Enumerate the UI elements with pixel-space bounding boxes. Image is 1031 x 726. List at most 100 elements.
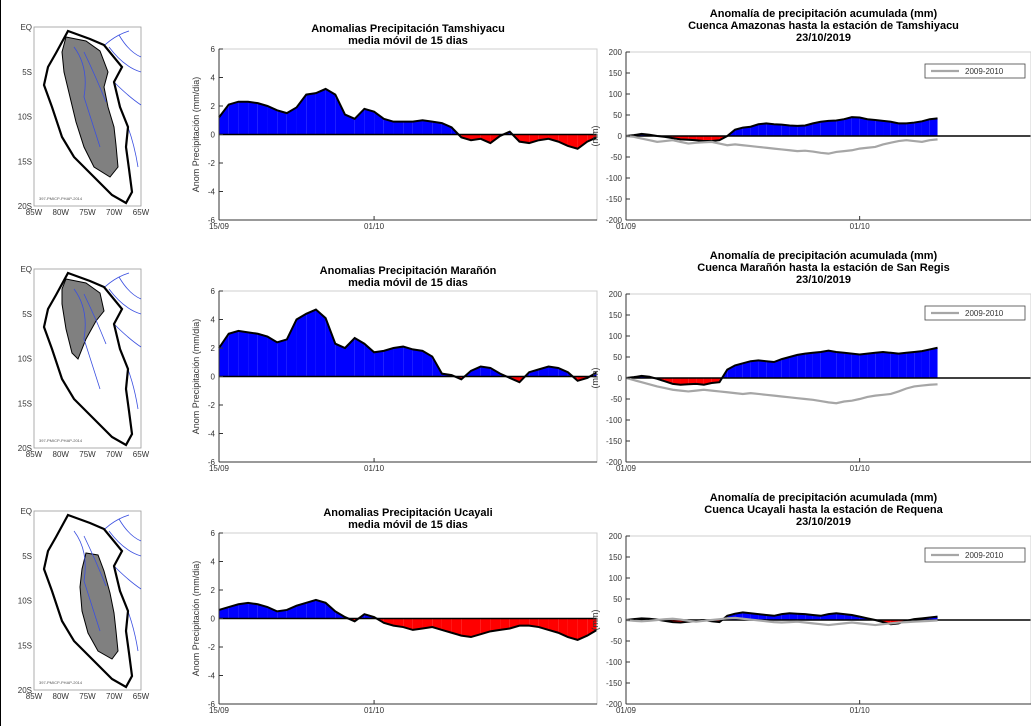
area-segment [335,343,345,377]
area-segment [451,618,462,636]
lon-label: 85W [26,208,43,217]
y-axis-label: Anom Precipitación (mm/dia) [191,561,201,677]
lon-label: 80W [53,692,70,701]
area-segment [680,378,689,385]
area-segment [758,360,767,378]
area-segment [867,119,876,136]
area-segment [921,119,930,136]
y-tick-label: 150 [609,311,623,320]
area-segment [812,121,821,136]
area-segment [851,117,860,136]
area-segment [812,351,821,378]
area-segment [335,94,345,135]
cumulative-chart: Anomalía de precipitación acumulada (mm)… [590,250,1031,473]
area-segment [883,351,891,378]
legend: 2009-2010 [924,63,1026,79]
area-segment [577,134,588,149]
area-segment [248,602,258,619]
legend: 2009-2010 [924,547,1026,563]
river-line [113,81,142,106]
lon-label: 70W [106,208,123,217]
x-tick-label: 15/09 [209,464,230,473]
y-tick-label: -2 [208,401,216,410]
y-tick-label: 6 [211,45,216,54]
lat-label: 20S [18,444,32,453]
area-segment [422,350,433,377]
lat-label: 5S [22,310,32,319]
x-tick-label: 01/10 [850,222,871,231]
x-tick-label: 01/10 [364,222,385,231]
y-tick-label: -150 [606,195,623,204]
y-tick-label: -200 [606,458,623,467]
area-segment [805,123,813,136]
area-segment [890,121,899,136]
river-line [83,535,107,587]
lat-label: 15S [18,157,32,166]
area-segment [851,353,860,378]
area-segment [238,101,249,135]
area-segment [558,618,568,638]
chart-subtitle: media móvil de 15 dias [348,277,468,289]
area-segment [286,107,297,135]
y-tick-label: -6 [208,216,216,225]
area-segment [228,101,239,135]
map-credit: 397-PMICP-PHAP-2014 [39,438,83,443]
basin-shape [61,36,119,178]
area-segment [257,333,268,377]
area-segment [859,353,868,378]
area-segment [558,134,568,146]
river-line [73,288,101,390]
area-segment [238,602,249,619]
area-segment [277,609,287,619]
y-tick-label: 50 [613,111,622,120]
y-tick-label: -100 [606,416,623,425]
area-segment [567,618,578,640]
lon-label: 70W [106,692,123,701]
y-tick-label: -200 [606,700,623,709]
series-line [625,611,938,626]
y-tick-label: 100 [609,332,623,341]
area-segment [789,613,798,620]
area-segment [345,114,355,135]
y-tick-label: -6 [208,700,216,709]
lat-label: EQ [20,507,32,516]
y-tick-label: -2 [208,159,216,168]
y-tick-label: 100 [609,90,623,99]
area-segment [781,613,790,620]
river-line [108,46,142,73]
area-segment [898,352,907,378]
lon-label: 75W [79,450,96,459]
y-tick-label: -150 [606,437,623,446]
lon-label: 70W [106,450,123,459]
area-segment [412,618,423,630]
area-segment [315,309,326,377]
area-segment [306,599,316,619]
y-tick-label: 150 [609,69,623,78]
river-line [73,530,101,632]
area-segment [548,134,559,142]
x-tick-label: 01/10 [850,706,871,715]
area-segment [750,360,759,378]
lon-label: 65W [133,692,150,701]
area-segment [461,618,471,638]
river-line [83,51,107,103]
y-axis-label: (mm) [590,368,600,389]
area-segment [296,313,307,377]
y-tick-label: 100 [609,574,623,583]
area-segment [750,613,759,620]
area-segment [883,120,891,136]
area-segment [828,120,837,136]
chart-title-line: Cuenca Marañón hasta la estación de San … [697,262,949,274]
x-tick-label: 01/10 [364,464,385,473]
area-segment [267,106,278,135]
y-tick-label: 200 [609,48,623,57]
area-segment [393,121,404,135]
chart-title: Anomalias Precipitación Marañón [320,265,497,277]
area-segment [219,104,229,135]
river-line [118,518,142,542]
map-credit: 397-PMICP-PHAP-2014 [39,196,83,201]
area-segment [286,319,297,377]
area-segment [238,330,249,377]
